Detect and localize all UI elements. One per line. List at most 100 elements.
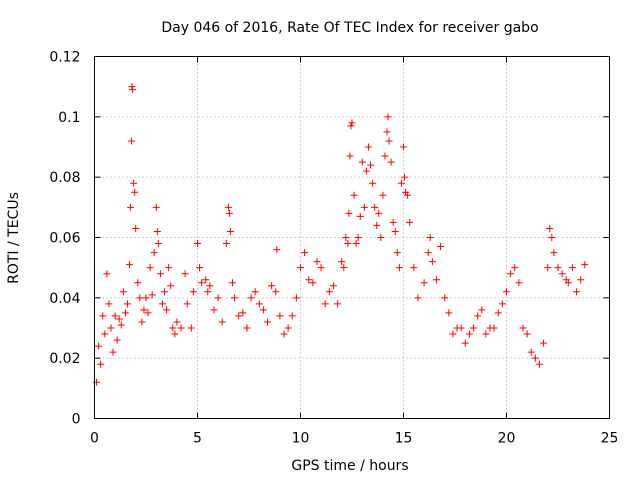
- data-point: [383, 128, 391, 136]
- data-point: [358, 158, 366, 166]
- data-point: [364, 143, 372, 151]
- data-point: [474, 312, 482, 320]
- data-point: [183, 300, 191, 308]
- data-point: [437, 243, 445, 251]
- data-point: [115, 315, 123, 323]
- data-point: [189, 288, 197, 296]
- data-point: [490, 324, 498, 332]
- data-point: [325, 288, 333, 296]
- data-point: [344, 240, 352, 248]
- data-point: [309, 279, 317, 287]
- data-point: [354, 234, 362, 241]
- data-point: [177, 324, 185, 332]
- data-point: [503, 288, 510, 296]
- data-point: [117, 321, 125, 329]
- data-point: [482, 330, 490, 338]
- data-point: [222, 240, 230, 248]
- data-point: [346, 152, 354, 160]
- data-point: [144, 309, 152, 317]
- data-point: [393, 249, 401, 257]
- data-point: [410, 264, 418, 272]
- data-point: [395, 264, 403, 272]
- data-point: [171, 330, 179, 338]
- data-point: [519, 324, 527, 332]
- data-point: [321, 300, 329, 308]
- y-tick-label: 0.06: [49, 231, 80, 247]
- data-point: [367, 161, 375, 169]
- data-point: [342, 234, 350, 241]
- data-point: [127, 203, 135, 211]
- data-point: [235, 312, 243, 320]
- data-point: [204, 288, 212, 296]
- x-tick-label: 15: [395, 431, 413, 447]
- data-point: [401, 173, 409, 181]
- data-point: [231, 294, 239, 302]
- data-point: [457, 324, 465, 332]
- data-point: [470, 324, 478, 332]
- data-point: [210, 306, 218, 314]
- data-point: [105, 300, 113, 308]
- data-point: [126, 261, 134, 269]
- data-point: [350, 191, 358, 199]
- data-point: [111, 312, 119, 320]
- y-tick-label: 0.1: [58, 110, 80, 126]
- data-point: [146, 264, 154, 272]
- data-point: [381, 152, 389, 160]
- data-point: [198, 279, 206, 287]
- data-point: [132, 224, 140, 232]
- x-tick-label: 25: [601, 431, 619, 447]
- data-point: [214, 294, 222, 302]
- data-point: [218, 318, 226, 326]
- data-point: [251, 288, 259, 296]
- data-point: [305, 276, 313, 284]
- data-point: [123, 300, 131, 308]
- data-point: [255, 300, 263, 308]
- data-point: [424, 249, 432, 257]
- data-point: [387, 158, 395, 166]
- data-point: [362, 167, 370, 175]
- data-point: [158, 300, 166, 308]
- data-point: [153, 227, 161, 235]
- data-point: [167, 282, 175, 290]
- data-point: [507, 270, 515, 278]
- data-point: [511, 264, 519, 272]
- data-point: [445, 309, 453, 317]
- data-point: [165, 264, 173, 272]
- data-point: [379, 191, 387, 199]
- data-point: [573, 288, 581, 296]
- data-point: [531, 354, 539, 362]
- data-point: [581, 261, 589, 269]
- data-point: [154, 240, 162, 248]
- data-point: [449, 330, 457, 338]
- data-point: [352, 240, 360, 248]
- data-point: [389, 218, 397, 226]
- data-point: [128, 83, 136, 91]
- data-point: [577, 276, 585, 284]
- data-point: [292, 294, 300, 302]
- data-point: [229, 279, 237, 287]
- data-point: [97, 360, 105, 368]
- data-point: [134, 279, 142, 287]
- tick-labels: 0 5 10 15 20 25 0 0.02 0.04 0.06 0.08 0.1 0.12: [49, 50, 618, 447]
- data-point: [515, 279, 523, 287]
- data-point: [404, 191, 412, 199]
- data-point: [406, 218, 414, 226]
- data-point: [340, 264, 348, 272]
- data-point: [535, 360, 543, 368]
- data-point: [224, 203, 232, 211]
- data-point: [142, 294, 150, 302]
- data-point: [107, 324, 115, 332]
- data-point: [276, 312, 284, 320]
- data-point: [247, 294, 255, 302]
- data-point: [568, 264, 576, 272]
- data-point: [369, 179, 377, 187]
- y-tick-label: 0: [72, 412, 81, 428]
- data-point: [109, 348, 117, 356]
- x-tick-label: 5: [193, 431, 202, 447]
- data-point: [428, 258, 436, 266]
- data-point: [465, 330, 473, 338]
- data-point: [225, 209, 233, 217]
- data-point: [187, 324, 195, 332]
- y-axis-label: ROTI / TECUs: [6, 192, 22, 284]
